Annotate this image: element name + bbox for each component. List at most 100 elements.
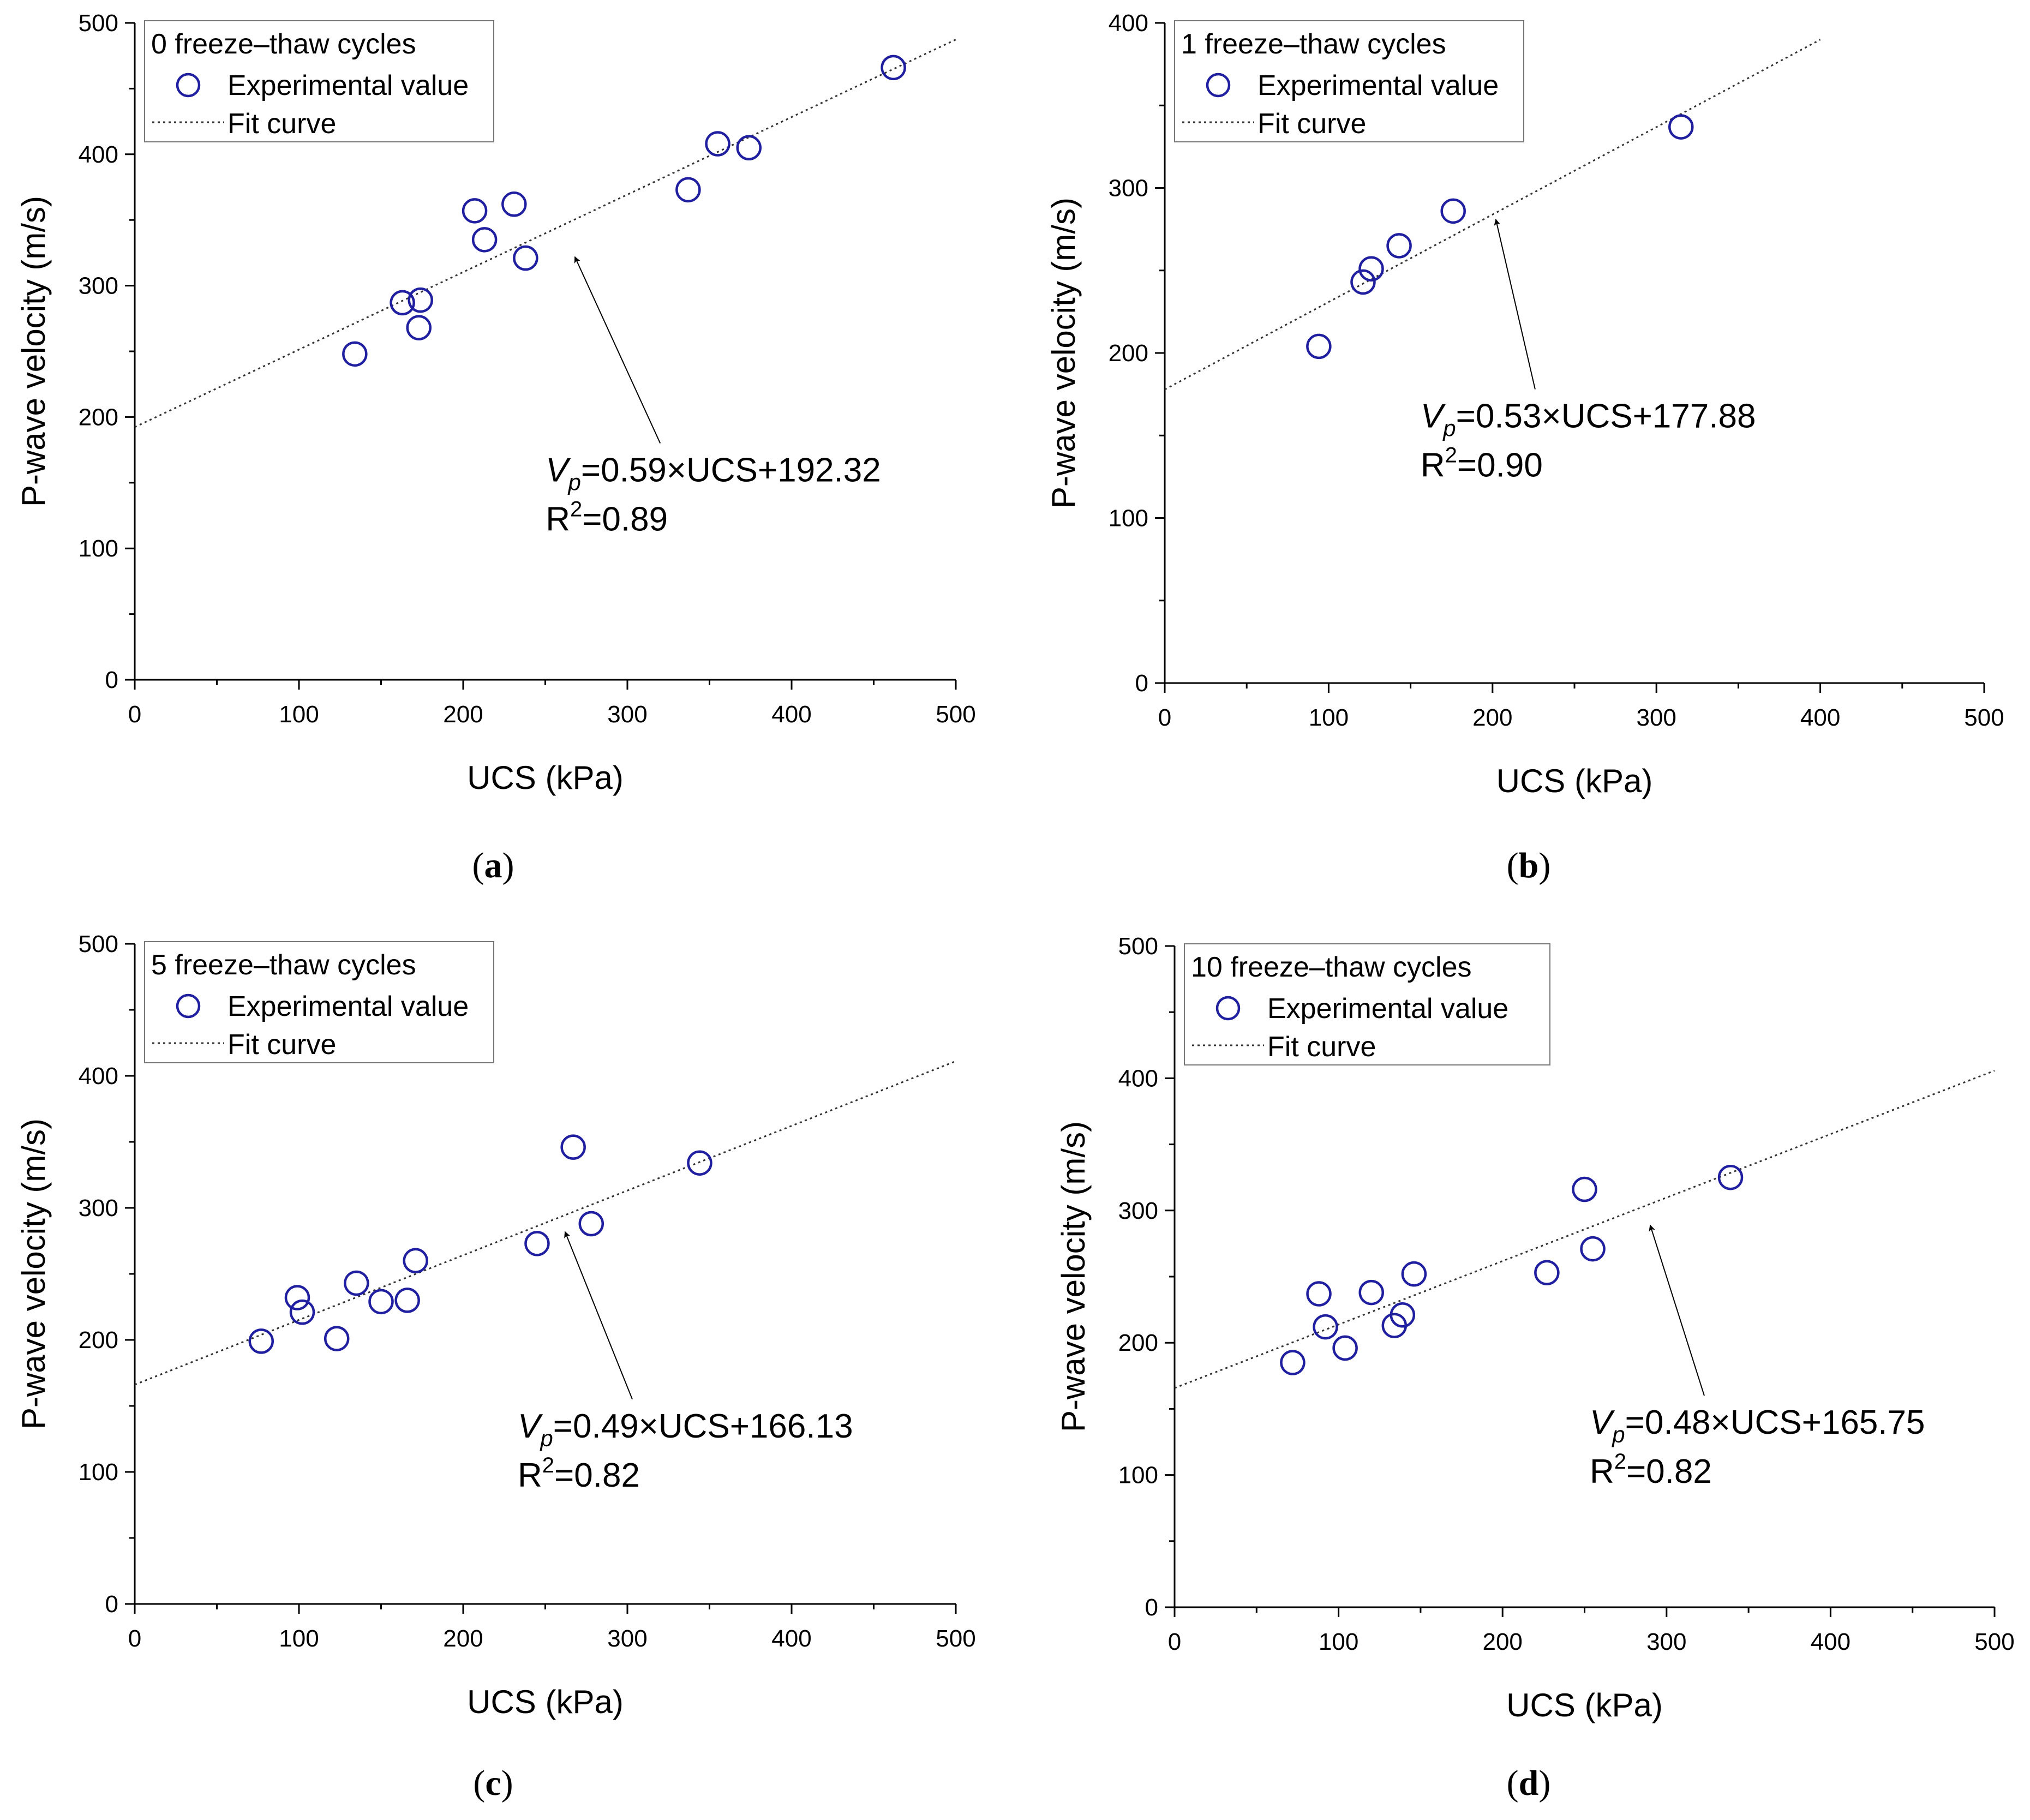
x-tick-label: 100 xyxy=(1319,1629,1358,1655)
x-tick-label: 300 xyxy=(1646,1629,1686,1655)
r2-superscript: 2 xyxy=(542,1453,554,1477)
y-tick-label: 200 xyxy=(79,404,118,430)
panel-label-letter: a xyxy=(484,846,502,885)
fit-equation: Vp=0.59×UCS+192.32 xyxy=(546,452,881,495)
fit-equation: Vp=0.53×UCS+177.88 xyxy=(1421,398,1756,441)
x-tick-label: 400 xyxy=(771,1625,811,1652)
y-tick-label: 200 xyxy=(79,1327,118,1354)
r2-value: =0.82 xyxy=(1626,1453,1712,1490)
panel-label-close: ) xyxy=(501,1763,513,1803)
legend-item-experimental: Experimental value xyxy=(1257,70,1499,101)
r2-letter: R xyxy=(1421,447,1445,484)
data-point xyxy=(1401,1261,1427,1287)
y-tick-label: 400 xyxy=(1109,10,1148,37)
data-point xyxy=(1332,1335,1358,1361)
data-point xyxy=(560,1134,586,1160)
data-point xyxy=(289,1299,315,1325)
fit-equation: Vp=0.49×UCS+166.13 xyxy=(518,1408,853,1451)
data-point xyxy=(1386,233,1412,259)
r-squared: R2=0.90 xyxy=(1421,444,1543,484)
panel-label-letter: c xyxy=(485,1763,501,1803)
eq-body: =0.49×UCS+166.13 xyxy=(553,1408,853,1445)
fit-equation: Vp=0.48×UCS+165.75 xyxy=(1590,1404,1925,1447)
y-axis-title: P-wave velocity (m/s) xyxy=(15,196,52,507)
data-point xyxy=(390,290,415,316)
r2-superscript: 2 xyxy=(570,498,582,522)
eq-variable: V xyxy=(1590,1404,1615,1441)
y-tick-label: 500 xyxy=(79,10,118,37)
x-axis-title: UCS (kPa) xyxy=(467,759,624,796)
data-point xyxy=(1280,1350,1306,1375)
panel-label-close: ) xyxy=(1538,1763,1550,1803)
data-point xyxy=(344,1270,369,1296)
r-squared: R2=0.82 xyxy=(1590,1450,1712,1490)
y-tick-label: 100 xyxy=(79,1459,118,1486)
legend-title: 10 freeze–thaw cycles xyxy=(1191,951,1472,983)
panel-label: (b) xyxy=(1507,846,1551,885)
panel-label-open: ( xyxy=(472,846,484,885)
x-tick-label: 500 xyxy=(936,1625,975,1652)
x-tick-label: 400 xyxy=(1811,1629,1851,1655)
y-axis-title: P-wave velocity (m/s) xyxy=(1045,197,1082,508)
x-tick-label: 0 xyxy=(1168,1629,1181,1655)
data-point xyxy=(408,287,433,313)
eq-variable: V xyxy=(518,1408,543,1445)
data-point xyxy=(1358,256,1384,282)
data-point xyxy=(462,198,488,224)
legend-title: 5 freeze–thaw cycles xyxy=(151,949,416,981)
y-tick-label: 100 xyxy=(79,535,118,562)
legend-box xyxy=(1184,943,1550,1065)
panel-label-letter: d xyxy=(1519,1763,1539,1803)
fit-curve-line xyxy=(134,1060,956,1386)
data-point xyxy=(471,227,498,253)
x-tick-label: 200 xyxy=(1472,704,1512,731)
data-point xyxy=(578,1211,604,1237)
y-tick-label: 0 xyxy=(105,667,118,693)
r2-value: =0.89 xyxy=(582,501,668,538)
fit-curve-line xyxy=(134,39,956,428)
y-tick-label: 300 xyxy=(1109,175,1148,202)
r2-value: =0.90 xyxy=(1457,447,1543,484)
panel-label: (a) xyxy=(472,846,514,885)
eq-subscript: p xyxy=(539,1426,553,1451)
annotation-arrow xyxy=(1494,219,1536,390)
legend-item-experimental: Experimental value xyxy=(1267,993,1508,1025)
legend-marker-circle xyxy=(1215,996,1241,1021)
y-tick-label: 500 xyxy=(1118,933,1158,960)
r2-value: =0.82 xyxy=(554,1457,640,1494)
eq-body: =0.59×UCS+192.32 xyxy=(581,452,881,489)
eq-subscript: p xyxy=(1442,416,1456,441)
chart-panel-a: 0 100 200 300 400 500 0 100 200 300 400 500 UCS (kPa… xyxy=(15,10,976,885)
annotation-arrow xyxy=(1649,1224,1705,1396)
data-point xyxy=(284,1285,310,1310)
chart-panel-d: 0 100 200 300 400 500 0 100 200 300 400 500 UCS (kPa… xyxy=(1055,933,2015,1803)
y-axis-title: P-wave velocity (m/s) xyxy=(15,1118,52,1429)
y-tick-label: 200 xyxy=(1118,1330,1158,1356)
data-point xyxy=(406,315,432,340)
x-tick-label: 300 xyxy=(607,701,647,728)
y-tick-label: 300 xyxy=(79,1195,118,1222)
data-point xyxy=(1358,1279,1384,1306)
y-tick-label: 0 xyxy=(1145,1594,1158,1621)
r2-letter: R xyxy=(518,1457,542,1494)
x-tick-label: 200 xyxy=(443,1625,483,1652)
data-point xyxy=(1306,333,1332,360)
legend-marker-circle xyxy=(176,73,201,98)
panel-label-open: ( xyxy=(1507,846,1519,885)
legend-item-fit: Fit curve xyxy=(227,1029,336,1061)
x-tick-label: 500 xyxy=(936,701,975,728)
data-point xyxy=(1350,269,1376,295)
data-point xyxy=(1717,1164,1744,1190)
x-tick-label: 200 xyxy=(443,701,483,728)
panel-label: (d) xyxy=(1507,1763,1551,1803)
y-tick-label: 0 xyxy=(105,1591,118,1618)
data-point xyxy=(1572,1176,1597,1202)
data-point xyxy=(501,191,527,217)
eq-variable: V xyxy=(546,452,571,489)
x-tick-label: 300 xyxy=(607,1625,647,1652)
legend-item-fit: Fit curve xyxy=(1267,1031,1376,1063)
y-tick-label: 100 xyxy=(1118,1462,1158,1489)
data-point xyxy=(513,245,538,271)
x-tick-label: 100 xyxy=(1309,704,1349,731)
